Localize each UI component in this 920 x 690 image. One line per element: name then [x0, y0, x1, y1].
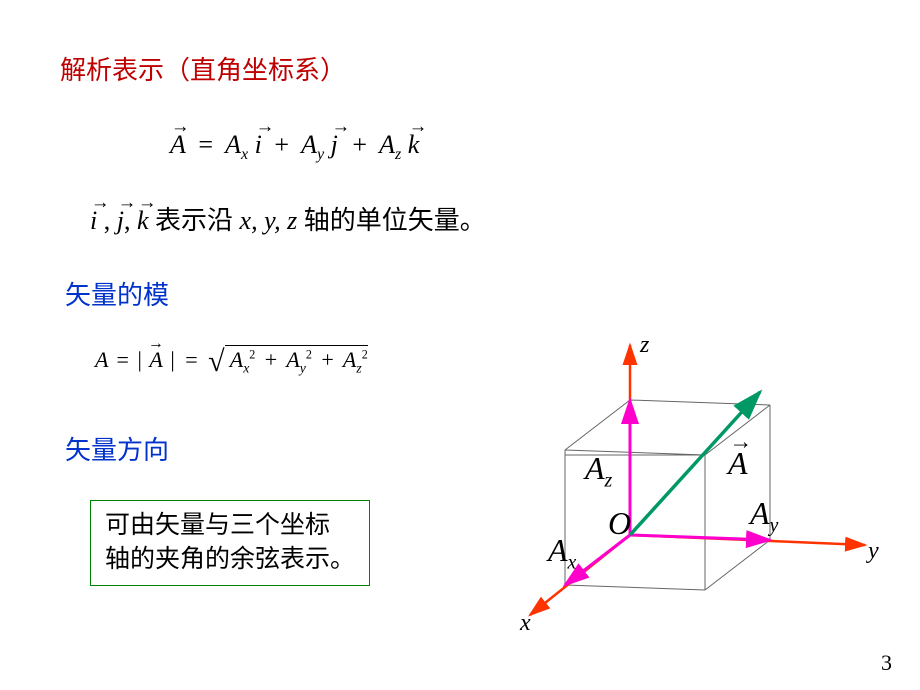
- label-Ax-s: x: [568, 551, 577, 573]
- sq-sx: x: [243, 360, 249, 375]
- vec-A: A: [170, 130, 186, 159]
- label-Az-A: A: [585, 450, 605, 486]
- desc-i: i: [90, 206, 97, 235]
- sqrt: √ Ax2 + Ay2 + Az2: [208, 345, 368, 379]
- diagram-svg: [470, 340, 890, 640]
- sq-sz: z: [356, 360, 361, 375]
- sq-plus1: +: [261, 347, 281, 372]
- label-Ay: Ay: [750, 495, 778, 537]
- sub-x: x: [241, 146, 248, 163]
- unit-vector-desc: i , j, k 表示沿 x, y, z 轴的单位矢量。: [90, 200, 486, 237]
- Ax: A: [225, 130, 241, 159]
- sq-sy: y: [300, 360, 306, 375]
- label-Ax-A: A: [548, 532, 568, 568]
- vector-3d-diagram: x y z O A Ax Ay Az: [470, 340, 890, 640]
- desc-k: k: [137, 206, 149, 235]
- label-A: A: [728, 445, 748, 482]
- bar-r: |: [170, 347, 174, 372]
- label-O: O: [608, 505, 631, 542]
- label-Az: Az: [585, 450, 612, 492]
- mag-eq2: =: [180, 347, 202, 372]
- label-x: x: [520, 610, 531, 637]
- sub-y: y: [317, 146, 324, 163]
- mag-vecA: A: [147, 347, 164, 372]
- unit-j: j: [331, 130, 340, 159]
- box-line2: 轴的夹角的余弦表示。: [105, 543, 355, 577]
- label-A-sym: A: [728, 445, 748, 481]
- sq-plus2: +: [317, 347, 337, 372]
- Az: A: [379, 130, 395, 159]
- plus-1: +: [268, 130, 295, 159]
- unit-i: i: [255, 130, 262, 159]
- plus-2: +: [346, 130, 373, 159]
- desc-mid: 表示沿: [155, 206, 233, 235]
- label-Ax: Ax: [548, 532, 576, 574]
- sq-Ax: A: [230, 347, 243, 372]
- desc-xyz: x, y, z: [240, 206, 298, 235]
- desc-tail: 轴的单位矢量。: [304, 206, 486, 235]
- box-line1: 可由矢量与三个坐标: [105, 509, 355, 543]
- equals: =: [192, 130, 219, 159]
- page-number: 3: [881, 650, 892, 676]
- slide: 解析表示（直角坐标系） A = Ax i + Ay j + Az k i , j…: [0, 0, 920, 690]
- mag-eq1: =: [114, 347, 132, 372]
- sq-Az: A: [343, 347, 356, 372]
- label-Ay-A: A: [750, 495, 770, 531]
- direction-box: 可由矢量与三个坐标 轴的夹角的余弦表示。: [90, 500, 370, 586]
- sq-2b: 2: [306, 348, 312, 362]
- equation-magnitude: A = | A | = √ Ax2 + Ay2 + Az2: [95, 345, 368, 379]
- heading-analytic: 解析表示（直角坐标系）: [60, 50, 346, 87]
- desc-j: j: [117, 206, 124, 235]
- Ay: A: [301, 130, 317, 159]
- label-Ay-s: y: [770, 514, 779, 536]
- bar-l: |: [137, 347, 141, 372]
- label-Az-s: z: [605, 469, 613, 491]
- proj-Ay: [630, 535, 770, 540]
- mag-A: A: [95, 347, 108, 372]
- sub-z: z: [395, 146, 401, 163]
- sq-Ay: A: [286, 347, 299, 372]
- equation-decomposition: A = Ax i + Ay j + Az k: [170, 130, 419, 164]
- sq-2c: 2: [362, 348, 368, 362]
- heading-direction: 矢量方向: [65, 430, 169, 467]
- label-y: y: [868, 538, 879, 565]
- unit-k: k: [408, 130, 420, 159]
- label-z: z: [640, 332, 649, 359]
- sq-2a: 2: [249, 348, 255, 362]
- heading-magnitude: 矢量的模: [65, 275, 169, 312]
